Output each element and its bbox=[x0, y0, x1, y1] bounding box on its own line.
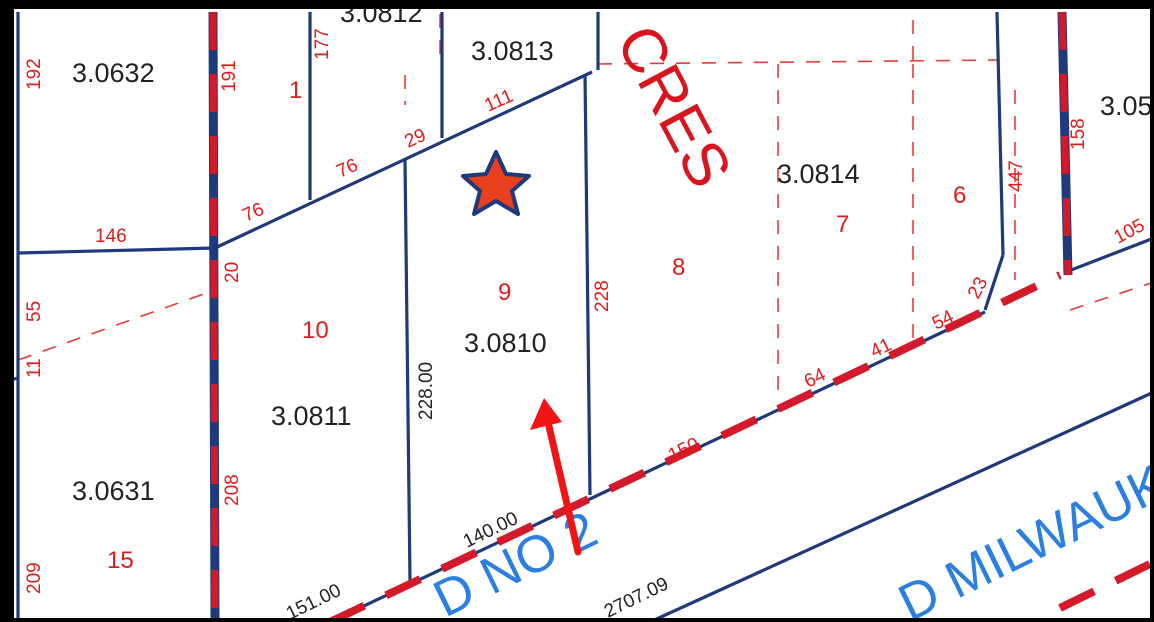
dim-146: 146 bbox=[95, 226, 127, 247]
right-of-way-lines bbox=[208, 11, 1154, 622]
road-name-milwaukee: D MILWAUKE bbox=[890, 439, 1154, 622]
dim-209: 209 bbox=[24, 562, 45, 594]
parcel-id-3-0814: 3.0814 bbox=[777, 159, 860, 189]
parcel-id-3-0632: 3.0632 bbox=[72, 58, 155, 88]
pointer-arrow-icon bbox=[530, 398, 582, 556]
parcel-id-3-0812: 3.0812 bbox=[340, 0, 423, 28]
lot-numbers: 1 6 7 8 9 10 15 bbox=[107, 77, 966, 574]
dim-177: 177 bbox=[312, 28, 333, 60]
dim-76-lower: 76 bbox=[239, 199, 267, 227]
lot-number-7: 7 bbox=[836, 211, 849, 238]
dim-228: 228 bbox=[592, 280, 613, 312]
dim-55: 55 bbox=[24, 301, 45, 322]
dim-76-upper: 76 bbox=[333, 155, 361, 183]
dim-2707-09: 2707.09 bbox=[601, 574, 672, 622]
dim-191: 191 bbox=[219, 60, 240, 92]
parcel-numbers: 3.0632 3.0812 3.0813 3.0814 3.05 3.0810 … bbox=[72, 0, 1153, 506]
star-marker-icon[interactable] bbox=[461, 150, 531, 216]
dashed-lot-lines bbox=[17, 14, 1154, 400]
parcel-id-3-05: 3.05 bbox=[1100, 91, 1153, 121]
parcel-id-3-0810: 3.0810 bbox=[464, 328, 547, 358]
lot-number-9: 9 bbox=[498, 279, 511, 306]
dim-192: 192 bbox=[24, 58, 45, 90]
lot-number-10: 10 bbox=[302, 317, 329, 344]
lot-number-1: 1 bbox=[289, 77, 302, 104]
dim-208: 208 bbox=[222, 474, 243, 506]
dim-158: 158 bbox=[1068, 118, 1089, 150]
dim-20: 20 bbox=[222, 262, 243, 283]
parcel-boundaries bbox=[9, 11, 1154, 622]
lot-number-8: 8 bbox=[672, 254, 685, 281]
dim-447: 447 bbox=[1006, 160, 1027, 192]
dim-111: 111 bbox=[481, 86, 516, 117]
dim-228-00: 228.00 bbox=[416, 362, 437, 420]
parcel-id-3-0631: 3.0631 bbox=[72, 476, 155, 506]
lot-number-15: 15 bbox=[107, 547, 134, 574]
parcel-id-3-0813: 3.0813 bbox=[471, 36, 554, 66]
dim-11: 11 bbox=[24, 358, 45, 378]
lot-number-6: 6 bbox=[953, 182, 966, 209]
dim-54: 54 bbox=[929, 306, 958, 334]
subdivision-name: CRES bbox=[603, 14, 745, 198]
parcel-id-3-0811: 3.0811 bbox=[271, 401, 352, 431]
